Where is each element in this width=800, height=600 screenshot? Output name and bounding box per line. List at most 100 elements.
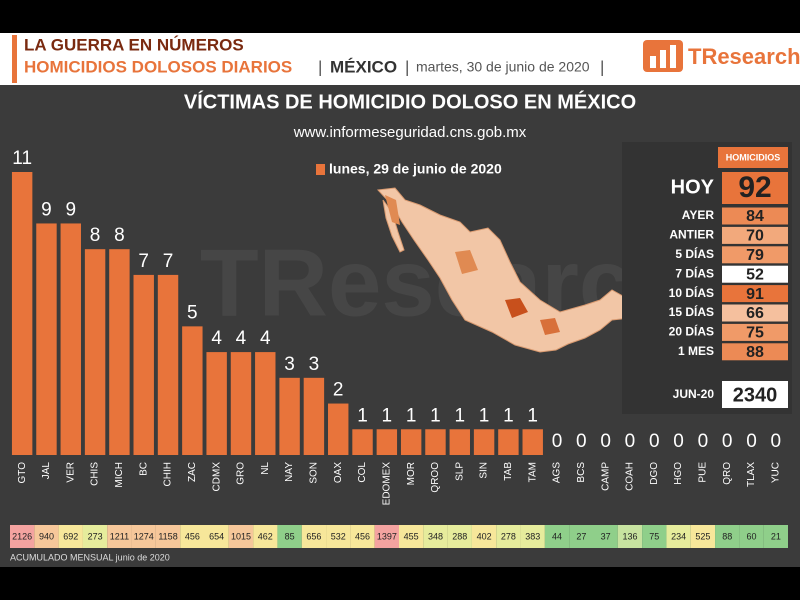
month-cell (715, 525, 740, 548)
month-value: 75 (649, 531, 659, 541)
bar (303, 377, 325, 455)
map-region (385, 195, 400, 225)
month-cell (423, 525, 448, 548)
month-cell (399, 525, 424, 548)
month-value: 455 (404, 531, 419, 541)
data-label: 8 (114, 225, 125, 246)
month-cell (301, 525, 327, 548)
chart-title: VÍCTIMAS DE HOMICIDIO DOLOSO EN MÉXICO (184, 90, 636, 113)
month-value: 525 (695, 531, 710, 541)
summary-value: 92 (738, 171, 771, 204)
month-value: 1158 (158, 531, 177, 541)
summary-header-cell (718, 147, 788, 168)
x-tick-label: MICH (114, 462, 125, 488)
summary-value: 70 (746, 228, 764, 245)
data-label: 1 (357, 405, 368, 426)
summary-value: 52 (746, 266, 764, 283)
summary-value-cell (722, 246, 788, 264)
bar (328, 403, 349, 455)
x-tick-label: JAL (41, 462, 52, 480)
x-tick-label: NAY (284, 462, 295, 482)
data-label: 0 (600, 431, 611, 452)
month-total-label: JUN-20 (673, 387, 715, 401)
month-value: 85 (285, 531, 295, 541)
summary-value-cell (722, 265, 788, 283)
map-region (455, 250, 478, 274)
summary-label: 10 DÍAS (669, 285, 714, 300)
x-tick-label: GRO (236, 462, 247, 485)
summary-label: 20 DÍAS (669, 324, 714, 339)
data-label: 0 (625, 431, 636, 452)
data-label: 4 (260, 328, 271, 349)
x-tick-label: MOR (406, 462, 417, 485)
x-tick-label: ZAC (187, 462, 198, 482)
x-tick-label: TAM (527, 462, 538, 482)
summary-value: 79 (746, 247, 764, 264)
summary-value: 75 (746, 325, 764, 342)
month-value: 654 (209, 531, 224, 541)
data-label: 1 (382, 405, 393, 426)
chart-subtitle: www.informeseguridad.cns.gob.mx (293, 124, 527, 141)
month-value: 462 (258, 531, 273, 541)
month-cell (10, 525, 35, 548)
month-value: 692 (63, 531, 78, 541)
summary-label: AYER (682, 208, 715, 222)
summary-value-cell (722, 323, 788, 341)
summary-value-cell (722, 226, 788, 244)
data-label: 1 (503, 405, 514, 426)
separator: | (318, 57, 322, 76)
x-tick-label: QRO (722, 462, 733, 485)
bar (279, 377, 300, 455)
x-tick-label: QROO (430, 462, 441, 493)
summary-value: 91 (746, 286, 764, 303)
data-label: 0 (771, 431, 782, 452)
month-cell (277, 525, 302, 548)
bar (449, 429, 470, 455)
summary-label: 15 DÍAS (669, 304, 714, 319)
month-cell (739, 525, 764, 548)
x-tick-label: EDOMEX (381, 462, 392, 506)
month-cell (82, 525, 108, 548)
date: martes, 30 de junio de 2020 (416, 59, 590, 75)
bar (376, 429, 398, 455)
month-value: 1397 (377, 531, 397, 541)
month-cell (496, 525, 521, 548)
data-label: 5 (187, 302, 198, 323)
data-label: 0 (552, 431, 563, 452)
data-label: 7 (163, 251, 174, 272)
bar (206, 352, 227, 455)
month-cell (107, 525, 132, 548)
summary-label: ANTIER (669, 228, 714, 242)
month-cell (155, 525, 181, 548)
bar (182, 326, 203, 455)
month-value: 402 (477, 531, 492, 541)
month-cell (520, 525, 545, 548)
bar (522, 429, 543, 455)
month-cell (666, 525, 691, 548)
month-value: 1274 (134, 531, 154, 541)
data-label: 3 (309, 354, 320, 375)
month-value: 278 (501, 531, 516, 541)
x-tick-label: SLP (454, 462, 465, 481)
x-tick-label: CHIS (90, 462, 101, 486)
data-label: 0 (698, 431, 709, 452)
month-cell (131, 525, 156, 548)
summary-header: HOMICIDIOS (726, 152, 781, 162)
bar (255, 352, 276, 455)
data-label: 11 (12, 148, 32, 169)
data-label: 1 (479, 405, 490, 426)
data-label: 2 (333, 380, 344, 401)
summary-value-cell (722, 304, 788, 322)
data-label: 4 (211, 328, 222, 349)
map-region (505, 298, 528, 318)
month-value: 1015 (231, 531, 251, 541)
country: MÉXICO (330, 57, 397, 76)
summary-value-cell (722, 207, 788, 225)
month-value: 940 (39, 531, 54, 541)
bar (157, 274, 179, 455)
month-total-cell (722, 381, 788, 408)
x-tick-label: PUE (698, 462, 709, 483)
summary-value: 84 (746, 208, 764, 225)
month-cell (471, 525, 497, 548)
